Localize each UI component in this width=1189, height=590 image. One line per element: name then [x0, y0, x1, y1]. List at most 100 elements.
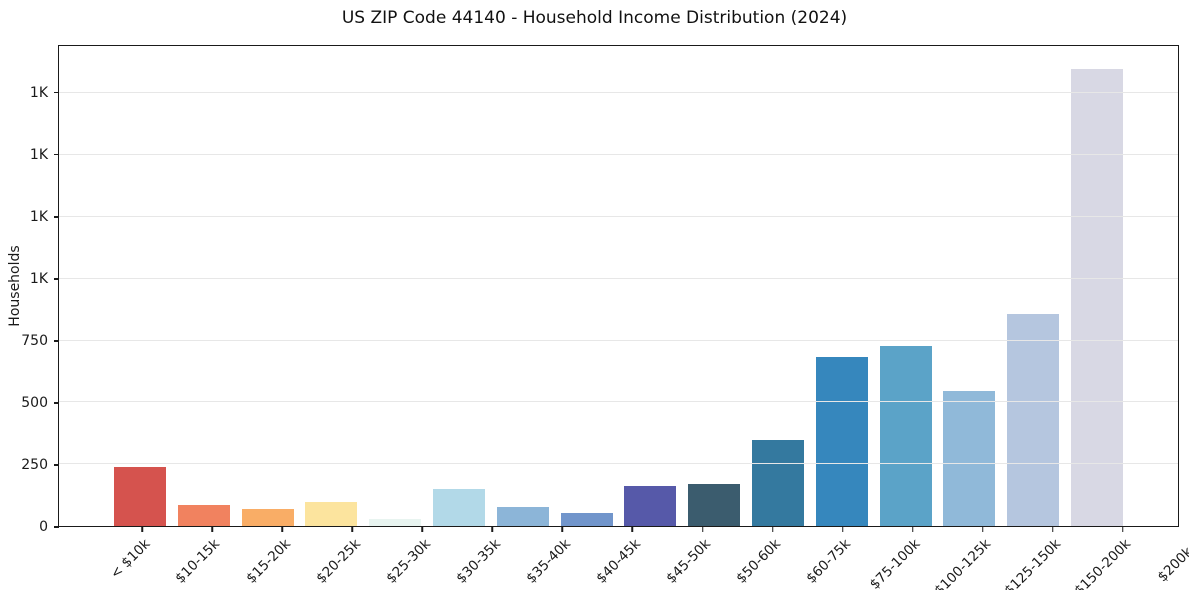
x-tick: $45-50k [663, 527, 738, 590]
x-tick: $50-60k [733, 527, 808, 590]
bar-slot [810, 46, 874, 526]
y-tick-label: 1K [29, 84, 48, 101]
bar-slot [363, 46, 427, 526]
y-tick-mark [54, 278, 59, 280]
x-tick: $35-40k [523, 527, 597, 590]
bars-container [59, 46, 1178, 526]
x-tick-label: $10-15k [172, 536, 224, 587]
x-tick-label: $30-35k [452, 536, 504, 587]
bar [1007, 313, 1060, 526]
x-tick-mark [421, 527, 424, 532]
x-tick: < $10k [107, 527, 177, 590]
y-tick-mark [54, 340, 59, 342]
x-tick-mark [1052, 527, 1054, 532]
x-tick-mark [982, 527, 984, 532]
x-tick: $60-75k [803, 527, 878, 590]
plot-area [58, 45, 1179, 527]
gridline [59, 216, 1178, 218]
x-tick: $10-15k [173, 527, 247, 590]
bar [241, 508, 294, 526]
y-tick-label: 1K [29, 208, 48, 225]
x-axis: < $10k $10-15k $15-20k $20-25k $25-30k $30-35… [58, 527, 1189, 590]
x-tick-label: $200k+ [1155, 536, 1189, 586]
gridline [59, 277, 1178, 279]
x-tick-mark [141, 527, 143, 532]
bar-slot [491, 46, 555, 526]
x-tick: $150-200k [1071, 527, 1158, 590]
x-tick: $40-45k [593, 527, 667, 590]
bar [369, 518, 422, 526]
x-tick-label: $35-40k [523, 536, 574, 587]
x-tick-mark [211, 527, 213, 532]
x-tick-mark [701, 527, 704, 532]
gridline [59, 154, 1178, 156]
gridline [59, 92, 1178, 94]
x-tick-label: $15-20k [242, 536, 294, 587]
bar-slot [172, 46, 236, 526]
y-tick-mark [54, 402, 59, 404]
bar [752, 439, 805, 526]
x-tick-mark [911, 527, 914, 532]
bar [113, 466, 166, 526]
x-tick: $200k+ [1155, 527, 1189, 590]
x-tick-label: $45-50k [663, 536, 714, 587]
x-tick-mark [491, 527, 494, 532]
bar-slot [427, 46, 491, 526]
x-tick-label: $20-25k [312, 536, 364, 587]
bar [1071, 68, 1124, 526]
y-tick-mark [54, 91, 59, 94]
x-tick: $25-30k [383, 527, 457, 590]
y-tick-label: 250 [21, 456, 48, 473]
x-tick-label: $50-60k [733, 536, 784, 587]
x-tick-mark [351, 527, 353, 532]
bar [688, 483, 741, 526]
x-tick-label: $60-75k [803, 536, 854, 587]
bar [432, 488, 485, 526]
bar-slot [938, 46, 1002, 526]
y-tick-label: 750 [21, 332, 48, 349]
bar [624, 485, 677, 526]
y-tick-mark [54, 153, 59, 156]
x-tick-mark [771, 527, 774, 532]
x-tick-mark [1122, 527, 1124, 532]
y-tick-mark [54, 464, 59, 466]
x-tick-label: $25-30k [382, 536, 434, 587]
bar-slot [746, 46, 810, 526]
bar-slot [874, 46, 938, 526]
bar-slot [619, 46, 683, 526]
x-tick-mark [841, 527, 844, 532]
bar-slot [1065, 46, 1129, 526]
bar [815, 356, 868, 526]
bar-slot [108, 46, 172, 526]
bar-slot [1001, 46, 1065, 526]
bar-slot [682, 46, 746, 526]
x-tick: $20-25k [313, 527, 387, 590]
x-tick-label: < $10k [107, 536, 154, 583]
bar [879, 345, 932, 526]
x-tick: $125-150k [1001, 527, 1088, 590]
y-tick-label: 1K [29, 270, 48, 287]
x-tick-label: $40-45k [593, 536, 644, 587]
bar [560, 512, 613, 526]
y-tick-label: 500 [21, 394, 48, 411]
bar-slot [299, 46, 363, 526]
bar [177, 505, 230, 526]
chart-title: US ZIP Code 44140 - Household Income Dis… [341, 8, 848, 28]
y-tick-label: 1K [29, 146, 48, 163]
y-tick-mark [54, 526, 59, 528]
x-tick-mark [281, 527, 283, 532]
y-axis: 0 250 500 750 1K 1K 1K 1K [0, 45, 59, 535]
x-tick: $30-35k [453, 527, 527, 590]
bar-slot [236, 46, 300, 526]
gridline [59, 463, 1178, 465]
x-tick: $15-20k [243, 527, 317, 590]
gridline [59, 401, 1178, 403]
x-tick: $100-125k [931, 527, 1018, 590]
bar [496, 506, 549, 526]
bar [305, 502, 358, 526]
y-tick-label: 0 [39, 519, 48, 535]
x-tick-mark [631, 527, 634, 532]
bar-slot [555, 46, 619, 526]
y-tick-mark [54, 216, 59, 218]
